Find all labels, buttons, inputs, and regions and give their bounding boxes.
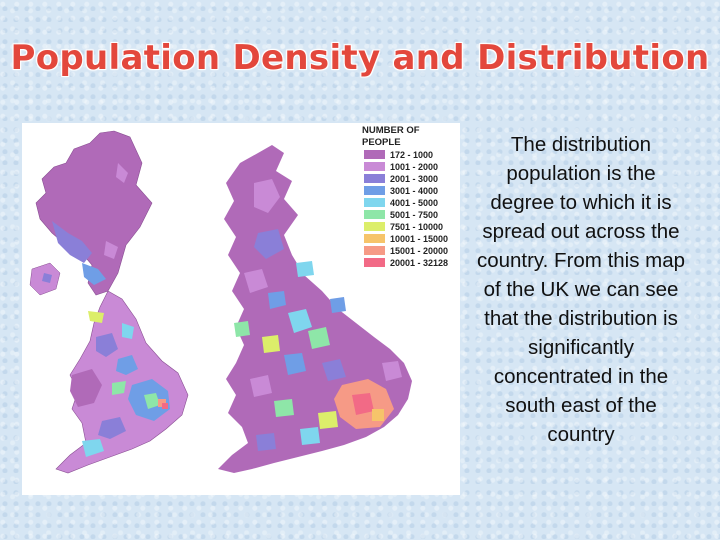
legend-label: 3001 - 4000 — [390, 186, 439, 196]
legend-swatch — [364, 186, 385, 195]
legend-item: 5001 - 7500 — [360, 209, 460, 221]
uk-district-map — [29, 130, 189, 474]
body-text: The distribution population is the degre… — [476, 133, 686, 446]
legend-swatch — [364, 174, 385, 183]
legend-label: 1001 - 2000 — [390, 162, 439, 172]
legend-label: 4001 - 5000 — [390, 198, 439, 208]
legend-items: 172 - 1000 1001 - 2000 2001 - 3000 3001 - 4… — [360, 149, 460, 269]
legend-swatch — [364, 246, 385, 255]
legend-label: 2001 - 3000 — [390, 174, 439, 184]
legend-label: 7501 - 10000 — [390, 222, 444, 232]
legend-swatch — [364, 210, 385, 219]
uk-grid-map — [218, 145, 412, 473]
legend-item: 172 - 1000 — [360, 149, 460, 161]
legend-swatch — [364, 234, 385, 243]
legend-label: 10001 - 15000 — [390, 234, 449, 244]
legend-swatch — [364, 150, 385, 159]
slide-title: Population Density and Distribution — [10, 38, 710, 78]
legend-item: 2001 - 3000 — [360, 173, 460, 185]
legend-label: 5001 - 7500 — [390, 210, 439, 220]
legend-item: 20001 - 32128 — [360, 257, 460, 269]
legend-title: NUMBER OF PEOPLE — [362, 125, 420, 148]
legend-item: 4001 - 5000 — [360, 197, 460, 209]
population-map: NUMBER OF PEOPLE 172 - 1000 1001 - 2000 20… — [22, 123, 460, 495]
legend-label: 20001 - 32128 — [390, 258, 449, 268]
legend-item: 3001 - 4000 — [360, 185, 460, 197]
map-graphic — [29, 130, 412, 474]
legend-label: 15001 - 20000 — [390, 246, 449, 256]
legend-swatch — [364, 222, 385, 231]
legend-swatch — [364, 198, 385, 207]
legend-item: 10001 - 15000 — [360, 233, 460, 245]
map-legend: NUMBER OF PEOPLE 172 - 1000 1001 - 2000 20… — [360, 123, 460, 269]
legend-label: 172 - 1000 — [390, 150, 434, 160]
legend-swatch — [364, 258, 385, 267]
legend-item: 1001 - 2000 — [360, 161, 460, 173]
legend-swatch — [364, 162, 385, 171]
legend-item: 7501 - 10000 — [360, 221, 460, 233]
legend-item: 15001 - 20000 — [360, 245, 460, 257]
